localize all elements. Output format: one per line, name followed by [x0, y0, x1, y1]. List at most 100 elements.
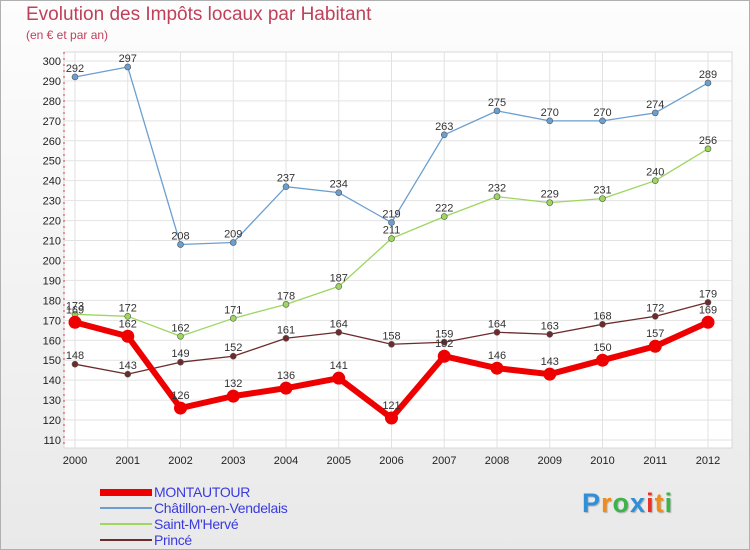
- legend-label: Princé: [154, 532, 192, 548]
- y-tick-label: 150: [43, 355, 61, 367]
- data-label-2: 173: [66, 300, 84, 312]
- legend: MONTAUTOUR Châtillon-en-Vendelais Saint-M'…: [100, 484, 400, 548]
- series-point-3: [546, 330, 554, 338]
- y-tick-label: 190: [43, 275, 61, 287]
- data-label-3: 168: [593, 310, 611, 322]
- data-label-2: 232: [488, 183, 506, 195]
- data-label-1: 270: [593, 107, 611, 119]
- legend-item: Saint-M'Hervé: [100, 516, 400, 532]
- x-tick-label: 2007: [432, 455, 456, 467]
- logo-letter: i: [646, 488, 655, 518]
- data-label-2: 178: [277, 290, 295, 302]
- logo-letter: x: [630, 488, 647, 518]
- data-label-1: 237: [277, 173, 295, 185]
- y-tick-label: 110: [43, 435, 61, 447]
- series-point-3: [651, 313, 659, 320]
- legend-swatch: [100, 539, 152, 541]
- series-point-3: [335, 328, 343, 336]
- data-label-0: 132: [224, 378, 242, 390]
- y-tick-label: 230: [43, 196, 61, 208]
- x-tick-label: 2012: [696, 455, 720, 467]
- proxiti-logo: Proxiti: [582, 488, 673, 519]
- data-label-1: 234: [330, 179, 348, 191]
- x-tick-label: 2006: [379, 455, 403, 467]
- series-point-0: [174, 401, 187, 415]
- data-label-0: 126: [171, 390, 189, 402]
- data-label-0: 152: [435, 338, 453, 350]
- axis-layer: 110 120 130 140 150 160 170 180 190 200 210 220 230 2…: [43, 52, 720, 467]
- series-point-3: [599, 321, 606, 328]
- legend-label: Saint-M'Hervé: [154, 516, 239, 532]
- data-label-1: 289: [699, 69, 717, 81]
- y-tick-label: 250: [43, 156, 61, 168]
- x-tick-label: 2010: [590, 455, 614, 467]
- chart-subtitle: (en € et par an): [26, 28, 109, 42]
- data-label-0: 136: [277, 370, 295, 382]
- series-point-2: [704, 145, 712, 153]
- data-label-layer: 148 143 149 152 161 164 158 159 164 163 168 172 179 1…: [66, 53, 717, 412]
- data-label-0: 157: [646, 328, 664, 340]
- series-point-0: [701, 315, 715, 329]
- data-label-2: 229: [541, 189, 559, 201]
- series-point-3: [229, 352, 237, 360]
- x-tick-label: 2000: [63, 455, 87, 467]
- series-point-1: [124, 63, 132, 71]
- series-point-2: [335, 283, 343, 290]
- series-point-3: [388, 340, 395, 348]
- data-label-0: 121: [382, 400, 400, 412]
- series-point-0: [596, 353, 609, 367]
- data-label-1: 219: [382, 209, 400, 221]
- y-tick-label: 120: [43, 415, 61, 427]
- logo-letter: i: [664, 488, 674, 518]
- series-point-1: [71, 73, 79, 81]
- logo-letter: t: [654, 488, 665, 518]
- data-label-0: 162: [119, 318, 137, 330]
- x-tick-label: 2011: [643, 455, 667, 467]
- data-label-3: 149: [171, 348, 189, 360]
- legend-item: MONTAUTOUR: [100, 484, 400, 500]
- data-label-2: 187: [330, 272, 348, 284]
- legend-item: Princé: [100, 532, 400, 548]
- y-tick-label: 280: [43, 96, 61, 108]
- legend-swatch: [100, 488, 152, 496]
- data-label-2: 171: [224, 304, 242, 316]
- data-label-1: 263: [435, 121, 453, 133]
- data-label-1: 209: [224, 229, 242, 241]
- x-tick-label: 2009: [538, 455, 562, 467]
- data-label-2: 231: [593, 185, 611, 197]
- series-point-0: [543, 367, 557, 381]
- y-tick-label: 160: [43, 335, 61, 347]
- data-label-3: 152: [224, 342, 242, 354]
- x-tick-label: 2002: [168, 455, 192, 467]
- series-point-0: [121, 329, 135, 343]
- legend-label: Châtillon-en-Vendelais: [154, 500, 288, 516]
- series-point-2: [282, 301, 290, 308]
- y-tick-label: 140: [43, 375, 61, 387]
- data-label-3: 172: [646, 302, 664, 314]
- y-tick-label: 240: [43, 176, 61, 188]
- series-point-0: [68, 315, 82, 329]
- series-point-0: [490, 361, 504, 375]
- data-label-1: 275: [488, 97, 506, 109]
- chart-title: Evolution des Impôts locaux par Habitant: [26, 4, 372, 25]
- y-tick-label: 300: [43, 56, 61, 68]
- series-point-1: [388, 219, 395, 226]
- y-tick-label: 130: [43, 395, 61, 407]
- data-label-1: 297: [119, 53, 137, 65]
- data-label-3: 164: [488, 318, 506, 330]
- series-point-3: [704, 299, 712, 306]
- series-point-2: [599, 195, 606, 202]
- x-tick-label: 2004: [274, 455, 298, 467]
- y-tick-label: 200: [43, 255, 61, 267]
- data-label-1: 208: [171, 231, 189, 243]
- series-point-2: [493, 193, 501, 200]
- data-label-3: 148: [66, 350, 84, 362]
- data-label-2: 256: [699, 135, 717, 147]
- data-label-0: 150: [593, 342, 611, 354]
- series-point-3: [124, 370, 132, 378]
- series-point-3: [440, 338, 448, 346]
- series-point-3: [282, 334, 290, 342]
- data-label-0: 141: [330, 360, 348, 372]
- series-point-1: [177, 241, 184, 248]
- y-tick-label: 170: [43, 315, 61, 327]
